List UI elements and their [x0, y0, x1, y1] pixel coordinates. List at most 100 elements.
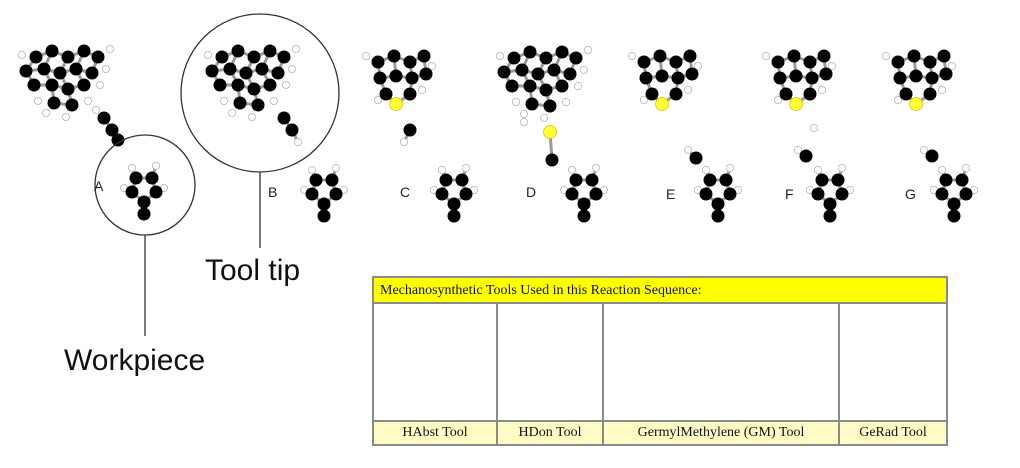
carbon-atom — [447, 209, 461, 223]
ge-chain-d — [520, 118, 559, 167]
carbon-atom — [145, 171, 159, 185]
hydrogen-atom — [307, 165, 316, 174]
hydrogen-atom — [938, 165, 947, 174]
hydrogen-atom — [331, 163, 340, 172]
carbon-atom — [803, 55, 817, 69]
carbon-atom — [699, 187, 713, 201]
carbon-atom — [577, 209, 591, 223]
carbon-atom — [403, 55, 417, 69]
carbon-atom — [111, 133, 125, 147]
carbon-atom — [773, 71, 787, 85]
carbon-atom — [137, 195, 151, 209]
step-label-d: D — [526, 184, 537, 200]
carbon-atom — [317, 209, 331, 223]
carbon-atom — [539, 83, 553, 97]
carbon-atom — [823, 197, 837, 211]
carbon-atom — [539, 51, 553, 65]
carbon-atom — [545, 153, 559, 167]
carbon-atom — [403, 87, 417, 101]
carbon-atom — [711, 209, 725, 223]
carbon-atom — [231, 78, 245, 92]
carbon-atom — [325, 173, 339, 187]
tool-tip-highlight-circle — [180, 13, 340, 173]
carbon-atom — [373, 71, 387, 85]
carbon-atom — [223, 62, 237, 76]
carbon-atom — [505, 79, 519, 93]
germanium-atom — [389, 97, 403, 111]
hydrogen-atom — [540, 114, 549, 123]
carbon-atom — [205, 64, 219, 78]
h-chain-f — [810, 124, 819, 133]
carbon-atom — [97, 111, 111, 125]
carbon-atom — [585, 173, 599, 187]
carbon-atom — [277, 111, 291, 125]
hydrogen-atom — [281, 81, 290, 90]
hydrogen-atom — [948, 62, 957, 71]
tool-tip-callout: Tool tip — [205, 254, 301, 287]
carbon-atom — [455, 173, 469, 187]
carbon-atom — [669, 55, 683, 69]
carbon-atom — [515, 63, 529, 77]
carbon-atom — [689, 151, 703, 165]
carbon-atom — [129, 171, 143, 185]
tools-table: Mechanosynthetic Tools Used in this Reac… — [372, 276, 948, 446]
hydrogen-atom — [293, 137, 302, 146]
hydrogen-atom — [247, 113, 256, 122]
carbon-atom — [703, 173, 717, 187]
carbon-atom — [939, 173, 953, 187]
carbon-atom — [685, 67, 699, 81]
carbon-atom — [835, 187, 849, 201]
step-label-c: C — [400, 184, 411, 200]
carbon-atom — [803, 87, 817, 101]
hydrogen-atom — [882, 52, 891, 61]
tool-image-gm — [604, 304, 840, 420]
carbon-atom — [523, 45, 537, 59]
carbon-atom — [523, 79, 537, 93]
hydrogen-atom — [592, 163, 601, 172]
germanium-atom — [789, 97, 803, 111]
carbon-atom — [531, 67, 545, 81]
hydrogen-atom — [962, 163, 971, 172]
carbon-atom — [589, 187, 603, 201]
carbon-atom — [405, 71, 419, 85]
hydrogen-atom — [437, 165, 446, 174]
carbon-atom — [45, 78, 59, 92]
carbon-atom — [937, 49, 951, 63]
carbon-atom — [77, 78, 91, 92]
carbon-atom — [403, 123, 417, 137]
carbon-atom — [497, 65, 511, 79]
hydrogen-atom — [726, 163, 735, 172]
top-cluster-b — [203, 44, 300, 122]
carbon-atom — [329, 187, 343, 201]
carbon-atom — [831, 173, 845, 187]
carbon-atom — [547, 63, 561, 77]
top-cluster-c — [361, 49, 436, 111]
carbon-atom — [669, 87, 683, 101]
carbon-atom — [263, 78, 277, 92]
ge-chain-c — [399, 123, 417, 146]
carbon-atom — [525, 97, 539, 111]
carbon-atom — [379, 87, 393, 101]
hydrogen-atom — [838, 163, 847, 172]
hydrogen-atom — [34, 97, 43, 106]
tool-image-gerad — [840, 304, 946, 420]
hydrogen-atom — [580, 66, 589, 75]
carbon-atom — [285, 123, 299, 137]
methylene-f — [794, 145, 813, 163]
hydrogen-atom — [219, 97, 228, 106]
hydrogen-atom — [291, 45, 300, 54]
carbon-atom — [389, 69, 403, 83]
hydrogen-atom — [684, 86, 693, 95]
carbon-atom — [653, 49, 667, 63]
carbon-atom — [569, 173, 583, 187]
hydrogen-atom — [269, 97, 278, 106]
carbon-atom — [817, 49, 831, 63]
carbon-atom — [935, 187, 949, 201]
carbon-atom — [251, 98, 265, 112]
carbon-atom — [215, 50, 229, 64]
hydrogen-atom — [562, 98, 571, 107]
hydrogen-atom — [106, 45, 115, 54]
top-cluster-e — [628, 49, 703, 111]
carbon-atom — [53, 66, 67, 80]
carbon-atom — [371, 55, 385, 69]
